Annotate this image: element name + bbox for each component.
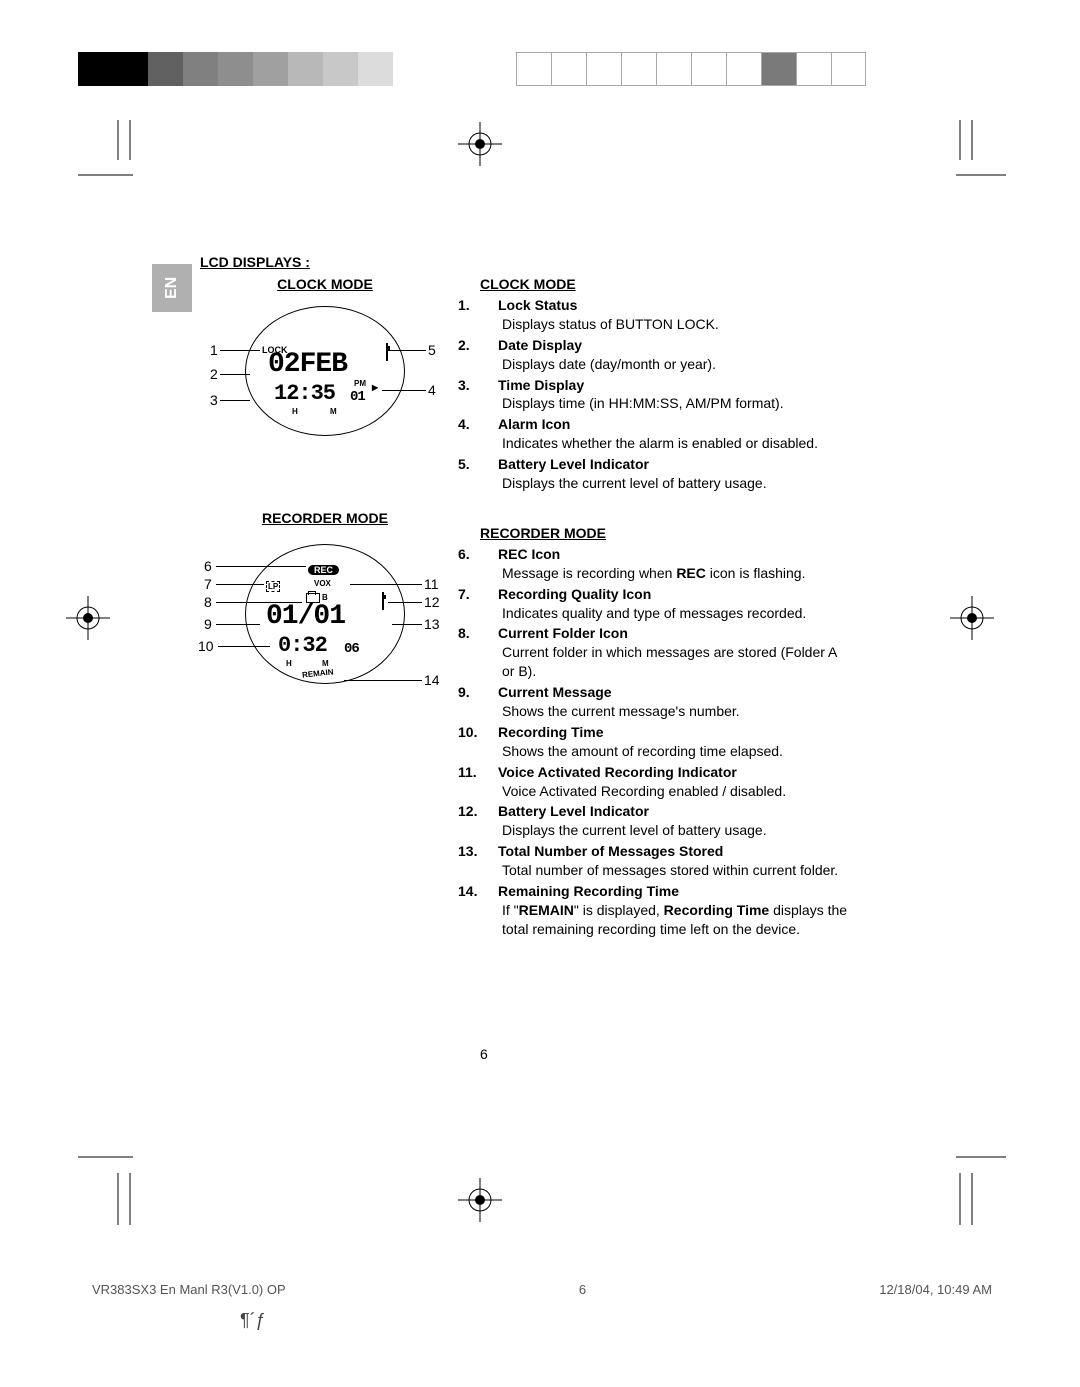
clock-mode-heading-left: CLOCK MODE — [200, 276, 450, 292]
desc-item: 6.REC IconMessage is recording when REC … — [480, 545, 850, 583]
desc-item: 1.Lock StatusDisplays status of BUTTON L… — [480, 296, 850, 334]
reg-cell — [586, 52, 621, 86]
callout-11: 11 — [424, 576, 439, 592]
crop-mark-tr — [838, 120, 1008, 200]
page-number: 6 — [480, 1046, 488, 1062]
h-label: H — [292, 407, 298, 416]
callout-2: 2 — [210, 366, 218, 382]
callout-1: 1 — [210, 342, 218, 358]
lcd-displays-title: LCD DISPLAYS : — [200, 254, 450, 270]
reg-block — [148, 52, 183, 86]
remain-label: REMAIN — [302, 667, 334, 679]
m-label: M — [330, 407, 337, 416]
callout-3: 3 — [210, 392, 218, 408]
target-top — [458, 122, 502, 169]
vox-label: VOX — [314, 579, 331, 588]
rec-time: 0:32 — [278, 633, 327, 658]
battery-icon-rec — [382, 593, 384, 609]
clock-time: 12:35 — [274, 381, 335, 406]
recorder-mode-list: 6.REC IconMessage is recording when REC … — [480, 545, 850, 939]
clock-mode-heading-right: CLOCK MODE — [480, 276, 850, 292]
crop-mark-br — [838, 1145, 1008, 1235]
left-column: LCD DISPLAYS : CLOCK MODE LOCK 02FEB 12:… — [200, 254, 450, 941]
reg-cell — [656, 52, 691, 86]
callout-6: 6 — [204, 558, 212, 574]
reg-cell — [516, 52, 551, 86]
battery-icon — [386, 344, 388, 360]
desc-item: 5.Battery Level IndicatorDisplays the cu… — [480, 455, 850, 493]
reg-cell — [761, 52, 796, 86]
reg-cell — [551, 52, 586, 86]
top-registration-marks — [0, 52, 1080, 92]
crop-mark-bl — [78, 1145, 158, 1235]
rec-msg: 01/01 — [266, 601, 345, 632]
pm-label: PM — [354, 379, 366, 388]
callout-10: 10 — [198, 638, 214, 654]
reg-cell — [831, 52, 866, 86]
clock-seconds: 01 — [350, 389, 365, 405]
clock-mode-list: 1.Lock StatusDisplays status of BUTTON L… — [480, 296, 850, 493]
footer-right: 12/18/04, 10:49 AM — [879, 1282, 992, 1297]
desc-item: 14.Remaining Recording TimeIf "REMAIN" i… — [480, 882, 850, 939]
target-left — [66, 596, 110, 643]
desc-item: 8.Current Folder IconCurrent folder in w… — [480, 624, 850, 681]
reg-cell — [726, 52, 761, 86]
reg-block — [218, 52, 253, 86]
recorder-mode-diagram: REC LP VOX B 01/01 0:32 06 H M REMAIN 6 … — [210, 534, 440, 714]
callout-9: 9 — [204, 616, 212, 632]
crop-mark-tl — [78, 120, 158, 200]
rec-seconds: 06 — [344, 641, 359, 657]
reg-cell — [796, 52, 831, 86]
reg-block — [323, 52, 358, 86]
en-tab: EN — [152, 264, 192, 312]
callout-5: 5 — [428, 342, 436, 358]
callout-14: 14 — [424, 672, 440, 688]
clock-mode-diagram: LOCK 02FEB 12:35 01 PM ▶ H M 1 2 3 5 4 — [210, 300, 440, 460]
desc-item: 12.Battery Level IndicatorDisplays the c… — [480, 802, 850, 840]
reg-block — [183, 52, 218, 86]
callout-8: 8 — [204, 594, 212, 610]
rec-h: H — [286, 659, 292, 668]
desc-item: 2.Date DisplayDisplays date (day/month o… — [480, 336, 850, 374]
footer: VR383SX3 En Manl R3(V1.0) OP 6 12/18/04,… — [92, 1282, 992, 1297]
desc-item: 3.Time DisplayDisplays time (in HH:MM:SS… — [480, 376, 850, 414]
right-column: CLOCK MODE 1.Lock StatusDisplays status … — [480, 254, 850, 941]
desc-item: 4.Alarm IconIndicates whether the alarm … — [480, 415, 850, 453]
callout-4: 4 — [428, 382, 436, 398]
callout-12: 12 — [424, 594, 440, 610]
callout-13: 13 — [424, 616, 440, 632]
footer-left: VR383SX3 En Manl R3(V1.0) OP — [92, 1282, 286, 1297]
reg-cell — [691, 52, 726, 86]
target-right — [950, 596, 994, 643]
target-bottom — [458, 1178, 502, 1225]
desc-item: 9.Current MessageShows the current messa… — [480, 683, 850, 721]
rec-m: M — [322, 659, 329, 668]
reg-block — [78, 52, 113, 86]
reg-block — [288, 52, 323, 86]
reg-block — [253, 52, 288, 86]
lp-label: LP — [266, 581, 280, 592]
clock-date: 02FEB — [268, 349, 347, 380]
reg-block — [113, 52, 148, 86]
reg-cell — [621, 52, 656, 86]
recorder-mode-heading-left: RECORDER MODE — [200, 510, 450, 526]
desc-item: 7.Recording Quality IconIndicates qualit… — [480, 585, 850, 623]
desc-item: 10.Recording TimeShows the amount of rec… — [480, 723, 850, 761]
footer-center: 6 — [532, 1282, 632, 1297]
desc-item: 11.Voice Activated Recording IndicatorVo… — [480, 763, 850, 801]
alarm-icon: ▶ — [372, 383, 378, 392]
rec-icon: REC — [308, 565, 339, 575]
recorder-mode-heading-right: RECORDER MODE — [480, 525, 850, 541]
page-content: LCD DISPLAYS : CLOCK MODE LOCK 02FEB 12:… — [200, 254, 850, 941]
reg-block — [358, 52, 393, 86]
callout-7: 7 — [204, 576, 212, 592]
desc-item: 13.Total Number of Messages StoredTotal … — [480, 842, 850, 880]
footer-glyph: ¶´ƒ — [240, 1310, 266, 1331]
